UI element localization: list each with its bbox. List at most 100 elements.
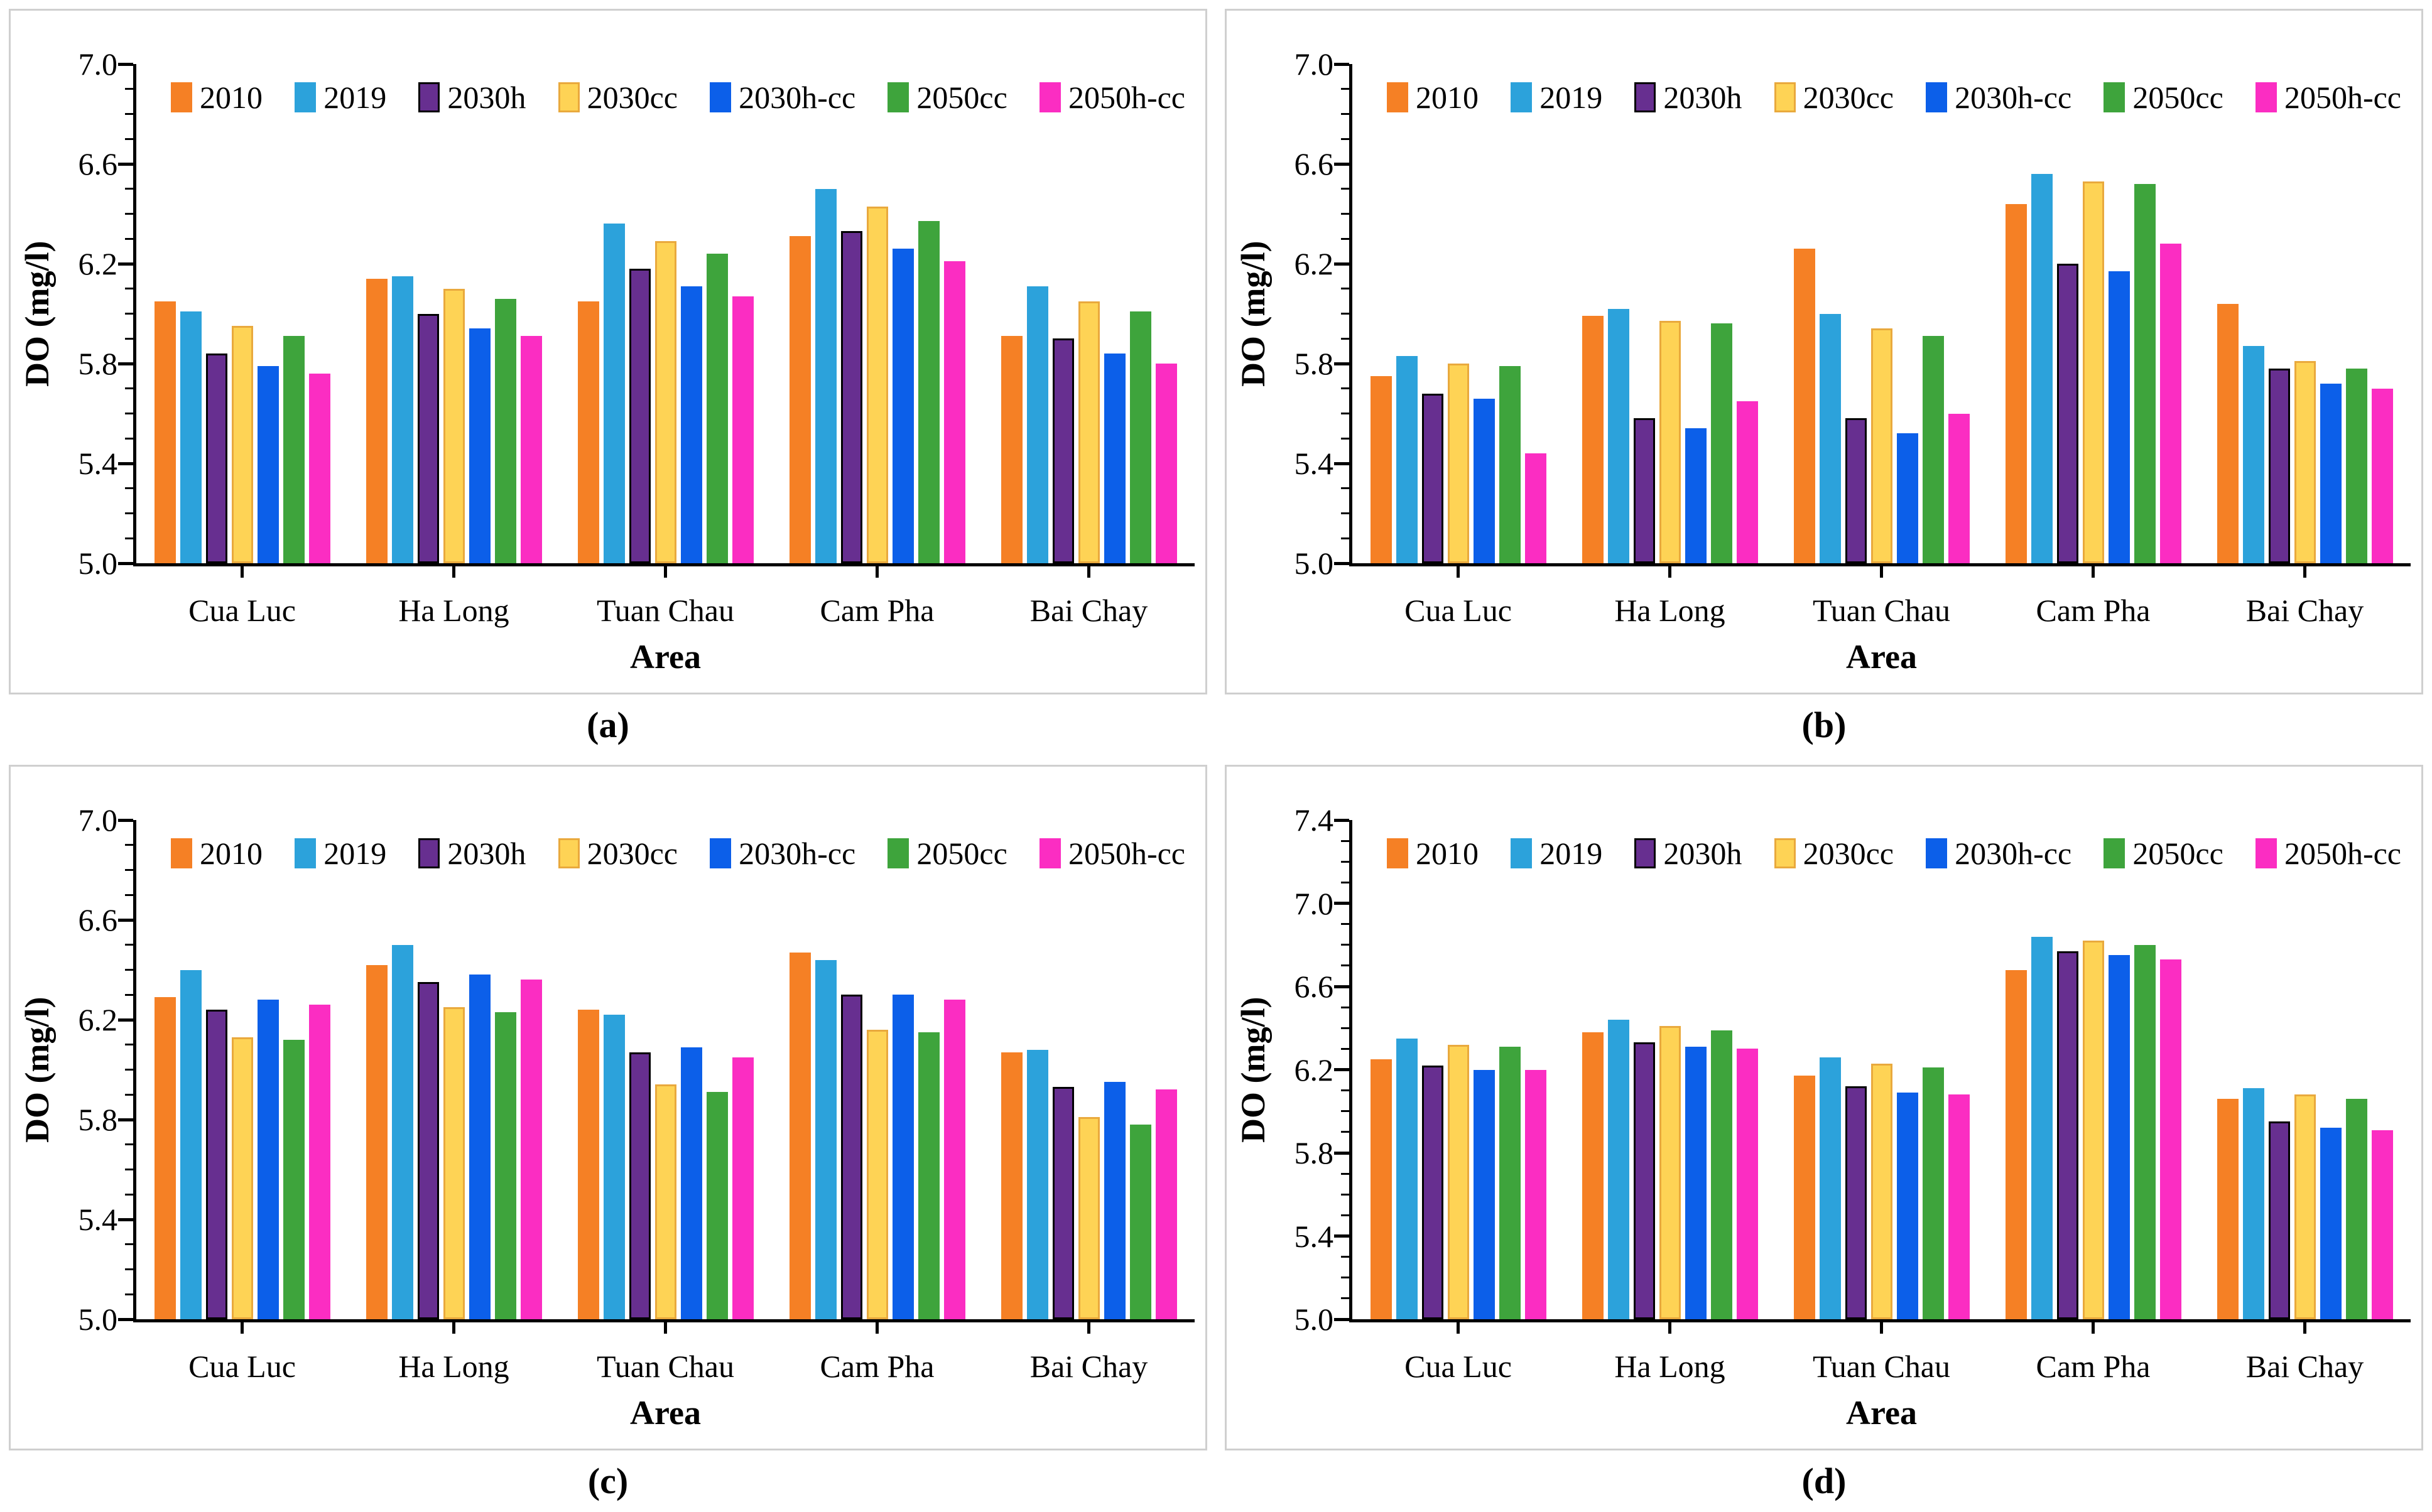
bar-2050h-cc-cam-pha [943,1000,965,1319]
chart-panel-b: DO (mg/l) 5.0 5.4 5.8 6.2 6.6 7.0 Cua Luc Ha Lon… [1216,0,2432,756]
y-tick-label: 5.4 [1294,446,1334,481]
legend-swatch-2010-icon [171,82,192,112]
y-minor-tick [1341,1047,1349,1050]
x-tick [1668,566,1671,578]
bar-2019-cam-pha [815,959,837,1319]
bar-2030h-cc-cam-pha [892,995,914,1319]
plot-area-b: DO (mg/l) 5.0 5.4 5.8 6.2 6.6 7.0 Cua Luc Ha Lon… [1234,48,2411,676]
bar-2050h-cc-ha-long [1736,1049,1758,1319]
bar-2030h-cc-tuan-chau [680,1047,702,1319]
legend-swatch-2030cc-icon [558,82,580,112]
y-minor-tick [125,1193,133,1196]
bar-2010-ha-long [366,278,388,563]
legend-swatch-2010-icon [1387,838,1408,868]
bar-2050cc-bai-chay [1129,1124,1151,1319]
legend: 2010 2019 2030h 2030cc 2030h-cc 2050cc 2050h-c… [171,80,1185,114]
bar-2030h-tuan-chau [629,268,651,563]
y-minor-tick [125,512,133,514]
y-minor-tick [125,213,133,215]
y-tick-label: 6.6 [78,146,118,181]
bar-2050h-cc-tuan-chau [732,296,754,563]
bar-2010-cam-pha [2005,203,2027,563]
y-minor-tick [125,869,133,871]
y-major-tick [1334,902,1349,905]
y-minor-tick [125,337,133,340]
y-minor-tick [125,1169,133,1170]
bar-2030h-cam-pha [840,231,862,563]
legend-label: 2010 [1416,836,1479,871]
bar-2019-cam-pha [815,188,837,563]
bar-2030h-cc-bai-chay [2320,1128,2342,1319]
y-tick-label: 7.0 [78,802,118,838]
x-tick [664,566,667,578]
bar-2019-bai-chay [1026,286,1048,563]
bar-2050cc-bai-chay [2345,368,2367,563]
bar-2030cc-cua-luc [1447,1044,1469,1319]
y-minor-tick [125,437,133,440]
legend-swatch-2010-icon [1387,82,1408,112]
x-category-label-ha-long: Ha Long [1614,1349,1725,1384]
x-tick [1880,1322,1883,1334]
bar-2010-cam-pha [789,952,811,1319]
y-minor-tick [125,1293,133,1295]
y-minor-tick [1341,313,1349,315]
bar-2050cc-tuan-chau [706,1092,728,1319]
bar-2050cc-tuan-chau [1922,1067,1944,1319]
legend-label: 2050cc [916,80,1007,115]
legend-item-2010: 2010 [171,80,263,114]
legend-item-2019: 2019 [295,80,386,114]
bar-2030cc-ha-long [1659,1025,1681,1319]
y-minor-tick [1341,1006,1349,1008]
x-tick [241,1322,244,1334]
bar-2050h-cc-bai-chay [2371,1130,2393,1319]
legend-label: 2050h-cc [1068,80,1185,115]
y-minor-tick [1341,1110,1349,1113]
x-tick [1457,566,1460,578]
legend-label: 2030cc [1803,836,1894,871]
x-tick [876,1322,879,1334]
bar-2019-bai-chay [2242,1088,2264,1319]
bar-2030cc-cam-pha [2082,181,2104,563]
y-tick-label: 5.0 [78,1302,118,1337]
bar-2030cc-cam-pha [866,1029,888,1319]
legend-item-2030h-cc: 2030h-cc [710,836,855,870]
bar-2030cc-ha-long [1659,321,1681,563]
panel-box-c: DO (mg/l) 5.0 5.4 5.8 6.2 6.6 7.0 Cua Luc Ha Lon… [9,765,1207,1450]
legend-label: 2050h-cc [2284,80,2401,115]
x-tick [2092,566,2095,578]
y-tick-label: 7.4 [1294,802,1334,838]
y-minor-tick [1341,1172,1349,1175]
bar-2030h-cc-tuan-chau [1896,433,1918,563]
bar-2030h-cc-ha-long [1685,428,1707,563]
bar-2050h-cc-bai-chay [2371,388,2393,563]
bar-2010-ha-long [1582,316,1604,563]
bar-2050cc-cua-luc [283,336,305,563]
y-major-tick [118,362,133,365]
y-minor-tick [125,993,133,996]
bar-2050h-cc-ha-long [520,980,542,1319]
x-category-label-tuan-chau: Tuan Chau [1812,1349,1951,1384]
bar-2030h-cam-pha [2056,951,2078,1319]
y-tick-label: 5.8 [1294,346,1334,381]
y-minor-tick [125,1243,133,1246]
legend-label: 2050h-cc [1068,836,1185,871]
bar-2019-cua-luc [180,311,202,563]
y-minor-tick [1341,1027,1349,1029]
bar-2010-cua-luc [1370,1059,1392,1319]
y-minor-tick [125,1143,133,1146]
legend-item-2030h-cc: 2030h-cc [1926,80,2071,114]
legend-item-2030h: 2030h [1634,80,1742,114]
bar-2010-ha-long [1582,1032,1604,1319]
bar-2050cc-cua-luc [283,1039,305,1319]
panel-letter-a: (a) [587,704,629,745]
y-tick-label: 5.8 [78,1102,118,1137]
x-tick [876,566,879,578]
y-major-tick [1334,1151,1349,1155]
legend-item-2050cc: 2050cc [888,80,1007,114]
y-major-tick [118,1118,133,1121]
legend-item-2030h: 2030h [418,836,526,870]
legend-swatch-2050h-cc-icon [1039,838,1061,868]
legend-item-2050h-cc: 2050h-cc [2255,836,2401,870]
bar-2030h-tuan-chau [1845,1086,1867,1319]
